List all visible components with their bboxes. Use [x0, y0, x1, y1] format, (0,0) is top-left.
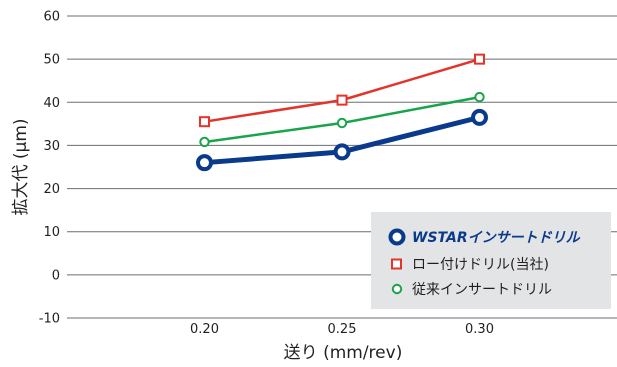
- legend-box: [371, 212, 611, 309]
- data-point: [199, 136, 210, 148]
- x-axis-label: 送り (mm/rev): [284, 343, 403, 363]
- series-square: [199, 53, 485, 128]
- data-point: [474, 91, 485, 103]
- data-point: [196, 154, 213, 172]
- data-point: [336, 94, 348, 106]
- y-axis-label: 拡大代 (μm): [11, 118, 31, 215]
- y-tick-label: 40: [43, 96, 60, 111]
- legend-marker: [391, 258, 402, 270]
- legend-label: 従来インサートドリル: [412, 282, 552, 298]
- data-point: [474, 53, 485, 65]
- series-group: [196, 53, 488, 172]
- data-point: [333, 143, 351, 161]
- data-point: [336, 117, 348, 129]
- x-tick-label: 0.25: [328, 322, 357, 337]
- series-line: [204, 57, 480, 123]
- x-tick-label: 0.30: [465, 322, 494, 337]
- y-tick-label: 50: [43, 53, 60, 68]
- legend-label: ロー付けドリル(当社): [412, 257, 549, 273]
- legend-label: WSTARインサートドリル: [412, 230, 581, 246]
- y-tick-label: 10: [43, 225, 60, 240]
- legend-marker: [388, 228, 406, 246]
- data-point: [471, 108, 488, 126]
- x-axis-ticks: 0.20 0.25 0.30: [190, 322, 494, 337]
- y-tick-label: 60: [43, 10, 60, 25]
- y-tick-label: 20: [43, 182, 60, 197]
- y-tick-label: 30: [43, 139, 60, 154]
- series-circle-bold: [196, 108, 488, 172]
- x-tick-label: 0.20: [190, 322, 219, 337]
- y-tick-label: 0: [52, 268, 60, 283]
- legend-marker: [391, 283, 403, 295]
- y-axis-ticks: -10 0 10 20 30 40 50 60: [39, 10, 60, 327]
- series-circle: [199, 91, 485, 148]
- data-point: [199, 116, 210, 128]
- y-tick-label: -10: [39, 312, 60, 327]
